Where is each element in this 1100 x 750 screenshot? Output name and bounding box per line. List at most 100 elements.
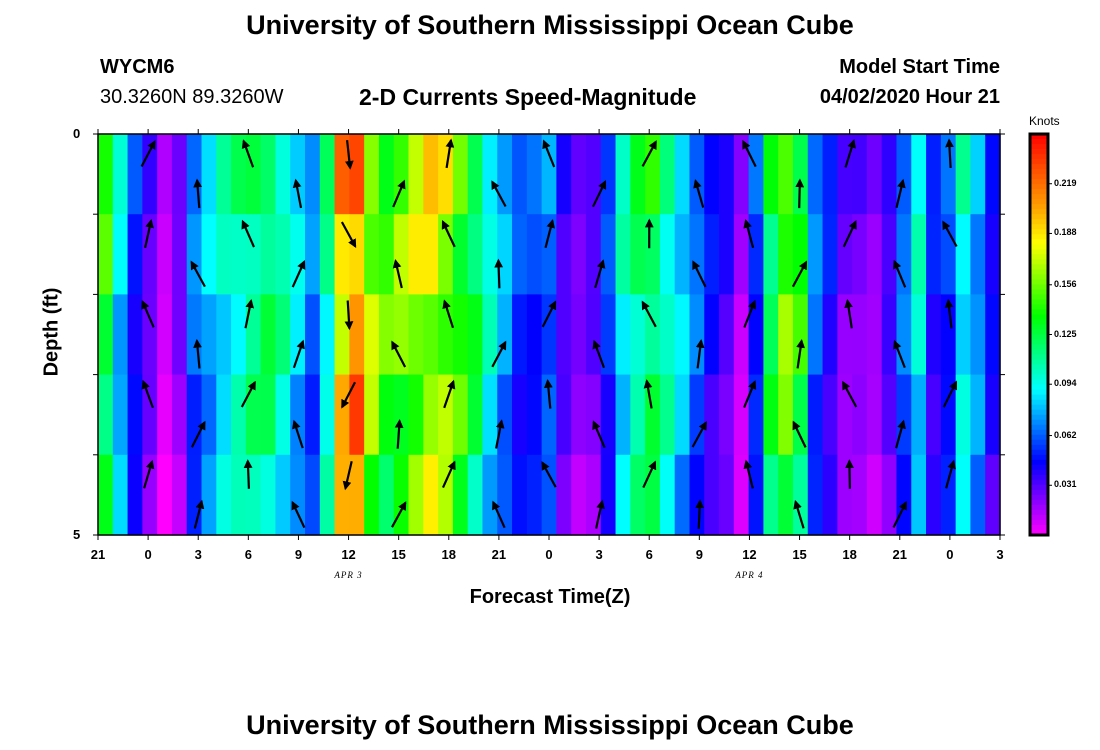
heatmap-cell [541,214,557,295]
current-vector [895,178,906,209]
heatmap-cell [733,134,750,215]
current-vector [692,260,707,288]
heatmap-cell [526,374,543,456]
heatmap-cell [171,374,188,456]
heatmap-cell [290,454,306,536]
x-tick-label: 12 [742,547,757,562]
heatmap-cell [512,374,528,456]
heatmap-cell [512,134,528,215]
colorbar-segment [1030,344,1048,351]
heatmap-cell [157,214,173,295]
colorbar-segment [1030,189,1048,195]
heatmap-cell [792,454,809,536]
heatmap-cell [142,454,158,536]
heatmap-cell [112,294,129,376]
heatmap-cell [112,214,129,295]
heatmap-cell [630,374,646,456]
heatmap-cell [822,214,838,295]
colorbar-segment [1030,319,1048,326]
heatmap-cell [497,214,513,295]
heatmap-cell [452,214,469,295]
current-vector [492,500,506,529]
current-vector [391,501,407,528]
heatmap-cell [98,294,114,376]
colorbar-segment [1030,309,1048,316]
heatmap-cell [955,374,972,456]
colorbar-tick-label: 0.094 [1054,378,1077,389]
heatmap-cell [763,454,779,536]
current-vector [491,180,507,208]
x-tick-label: 6 [645,547,653,562]
colorbar-segment [1030,159,1048,165]
heatmap-cell [260,454,277,536]
colorbar-segment [1030,269,1048,275]
colorbar-segment [1030,184,1048,190]
colorbar-segment [1030,144,1048,150]
heatmap-cell [615,214,631,295]
heatmap-cell [600,294,617,376]
heatmap-cell [290,134,306,215]
heatmap-cell [955,294,972,376]
heatmap-cell [911,294,927,376]
heatmap-cell [423,214,439,295]
heatmap-cell [378,294,395,376]
y-axis-label: Depth (ft) [40,287,63,377]
heatmap-cell [926,214,942,295]
current-vector [743,219,755,249]
colorbar-segment [1030,179,1048,185]
heatmap-cell [896,374,912,456]
y-tick-label: 0 [73,126,81,141]
heatmap-cell [748,374,765,456]
heatmap-cell [704,214,720,295]
heatmap-cell [260,294,277,376]
model-start-label: Model Start Time [839,56,1000,78]
heatmap-cell [482,214,498,295]
heatmap-cell [142,374,158,456]
current-vectors [140,138,958,529]
colorbar-segment [1030,474,1048,481]
current-vector [844,139,856,168]
colorbar-segment [1030,329,1048,336]
current-vector [742,139,757,168]
colorbar-tick-label: 0.156 [1054,278,1077,289]
heatmap-cell [334,454,350,536]
colorbar-segment [1030,349,1048,356]
heatmap-cell [881,214,898,295]
heatmap-cell [142,134,158,215]
heatmap-cell [733,454,750,536]
x-tick-label: 15 [792,547,807,562]
current-vector [795,178,805,209]
colorbar-segment [1030,409,1048,416]
heatmap-cell [585,374,602,456]
current-vector [445,138,455,169]
current-vector [893,259,907,288]
heatmap-cell [216,214,232,295]
colorbar-segment [1030,369,1048,376]
current-vector [193,338,202,369]
heatmap-cell [748,134,765,215]
heatmap-cell [482,134,498,215]
heatmap-cell [970,294,986,376]
colorbar-segment [1030,279,1048,285]
y-ticks [93,133,1005,536]
colorbar-segment [1030,494,1048,501]
heatmap-cell [319,214,336,295]
heatmap-cell [807,214,824,295]
heatmap-cell [556,214,572,295]
heatmap-cell [157,374,173,456]
colorbar-segment [1030,139,1048,145]
heatmap-cell [127,374,143,456]
heatmap-cell [497,454,513,536]
colorbar-segment [1030,339,1048,346]
heatmap-cell [689,214,705,295]
current-vector [743,299,757,328]
heatmap-cell [526,294,543,376]
current-vector [642,460,657,489]
colorbar-segment [1030,424,1048,431]
heatmap-cell [600,374,617,456]
heatmap-cell [157,454,173,536]
heatmap-cell [674,294,691,376]
heatmap-cell [911,134,927,215]
heatmap-cell [142,214,158,295]
heatmap-cell [201,134,217,215]
